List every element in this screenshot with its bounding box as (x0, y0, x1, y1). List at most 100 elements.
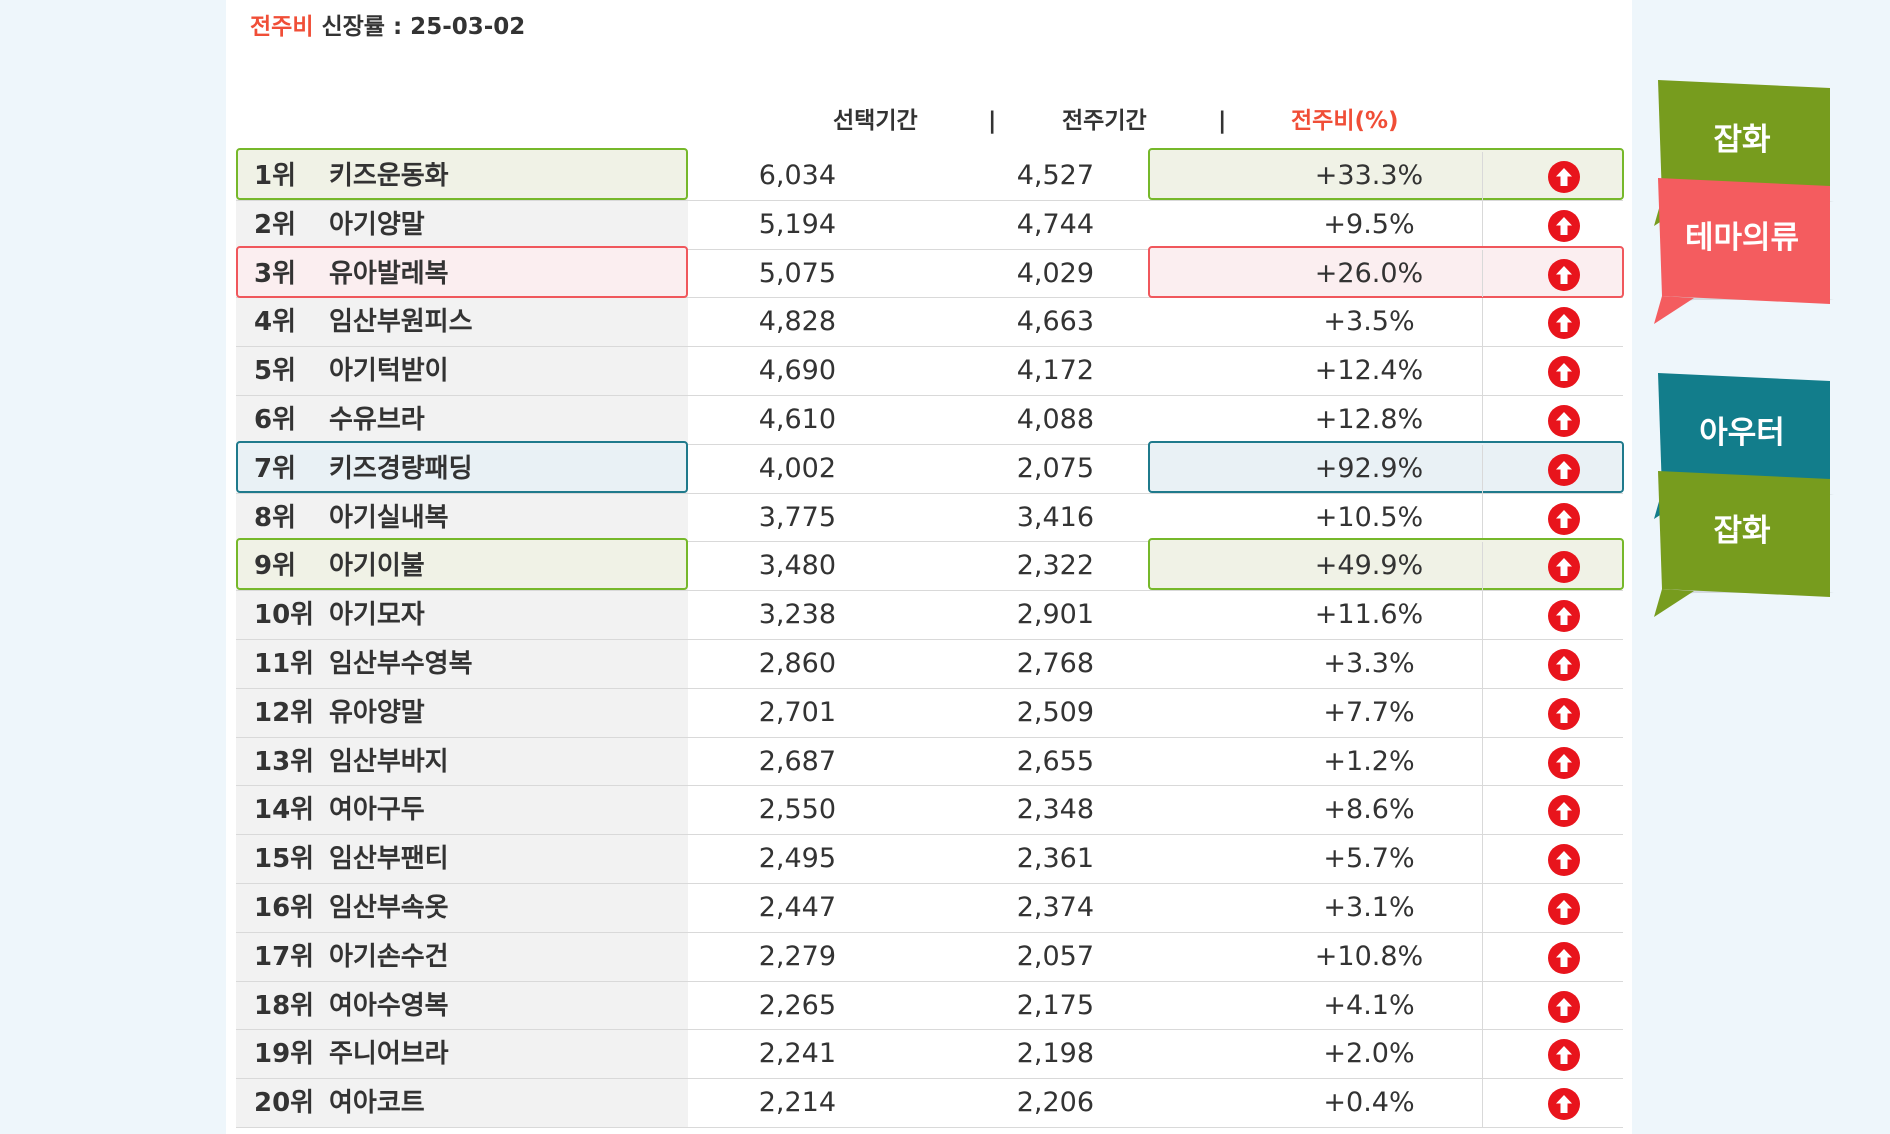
ratio-value: +3.3% (1323, 647, 1415, 679)
tag-label: 테마의류 (1684, 220, 1800, 256)
table-row: 5위 아기턱받이 4,690 4,172 +12.4% (236, 347, 1623, 396)
ratio-value: +92.9% (1314, 452, 1424, 484)
keyword-name[interactable]: 아기양말 (329, 209, 425, 240)
arrow-up-circle-icon (1548, 990, 1580, 1023)
table-row: 6위 수유브라 4,610 4,088 +12.8% (236, 395, 1623, 445)
ratio-value: +12.4% (1314, 355, 1424, 387)
table-row: 18위 여아수영복 2,265 2,175 +4.1% (236, 981, 1623, 1031)
rank-cell-bg (236, 932, 688, 981)
keyword-name[interactable]: 여아수영복 (329, 990, 449, 1021)
rank-cell-bg (236, 1079, 688, 1127)
table-row: 19위 주니어브라 2,241 2,198 +2.0% (236, 1030, 1623, 1080)
column-divider (1482, 493, 1483, 542)
previous-week-value: 4,527 (1016, 160, 1094, 191)
keyword-name[interactable]: 아기손수건 (329, 941, 449, 972)
column-divider (1482, 786, 1483, 835)
header-divider: | (988, 108, 997, 134)
ratio-value: +10.5% (1314, 501, 1424, 533)
rank-cell-bg (236, 737, 688, 786)
selected-period-value: 6,034 (758, 160, 836, 191)
speech-bubble-shape (1654, 178, 1834, 324)
rank-label: 3위 (254, 258, 297, 289)
header-selected-period: 선택기간 (833, 108, 918, 134)
table-row: 12위 유아양말 2,701 2,509 +7.7% (236, 688, 1623, 738)
keyword-name[interactable]: 키즈운동화 (329, 161, 449, 191)
column-divider (1482, 152, 1483, 200)
highlight-box-right (1148, 245, 1624, 298)
column-divider (1482, 542, 1483, 591)
column-divider (1482, 395, 1483, 444)
rank-label: 2위 (254, 209, 297, 240)
selected-period-value: 2,241 (758, 1038, 836, 1070)
arrow-up-circle-icon (1548, 551, 1580, 584)
keyword-name[interactable]: 아기턱받이 (329, 356, 449, 387)
arrow-up-circle-icon (1548, 502, 1580, 535)
ranking-table: 1위 키즈운동화 6,034 4,527 +33.3% 2위 아기양말 5,194 4,744 +… (236, 148, 1624, 1128)
title-rest: 신장률 : 25-03-02 (313, 14, 526, 40)
keyword-name[interactable]: 유아양말 (329, 697, 425, 728)
keyword-name[interactable]: 유아발레복 (329, 258, 449, 289)
rank-label: 14위 (254, 795, 315, 826)
table-row: 11위 임산부수영복 2,860 2,768 +3.3% (236, 639, 1623, 689)
ratio-value: +12.8% (1314, 403, 1424, 435)
arrow-up-circle-icon (1548, 209, 1580, 242)
table-row: 1위 키즈운동화 6,034 4,527 +33.3% (236, 148, 1624, 201)
arrow-up-circle-icon (1548, 1039, 1580, 1072)
keyword-name[interactable]: 아기이불 (329, 551, 425, 582)
previous-week-value: 4,172 (1016, 355, 1094, 387)
keyword-name[interactable]: 아기모자 (329, 600, 425, 631)
rank-cell-bg (236, 981, 688, 1030)
header-previous-week: 전주기간 (1062, 108, 1147, 134)
previous-week-value: 3,416 (1016, 501, 1094, 533)
previous-week-value: 2,198 (1016, 1038, 1094, 1070)
arrow-up-circle-icon (1548, 844, 1580, 877)
rank-cell-bg (236, 786, 688, 835)
keyword-name[interactable]: 키즈경량패딩 (329, 453, 473, 484)
rank-cell-bg (236, 395, 688, 444)
table-row: 17위 아기손수건 2,279 2,057 +10.8% (236, 932, 1623, 982)
keyword-name[interactable]: 여아코트 (329, 1088, 425, 1119)
arrow-up-circle-icon (1548, 941, 1580, 974)
arrow-up-circle-icon (1548, 356, 1580, 389)
highlight-box-right (1148, 148, 1624, 200)
keyword-name[interactable]: 주니어브라 (329, 1039, 449, 1070)
keyword-name[interactable]: 임산부원피스 (329, 307, 473, 338)
ratio-value: +1.2% (1323, 745, 1415, 777)
rank-label: 18위 (254, 990, 315, 1021)
previous-week-value: 2,057 (1016, 940, 1094, 972)
keyword-name[interactable]: 임산부바지 (329, 746, 449, 777)
keyword-name[interactable]: 임산부팬티 (329, 844, 449, 875)
keyword-name[interactable]: 임산부수영복 (329, 648, 473, 679)
ratio-value: +9.5% (1323, 208, 1415, 240)
table-row: 2위 아기양말 5,194 4,744 +9.5% (236, 200, 1623, 250)
rank-label: 4위 (254, 307, 297, 338)
title-accent: 전주비 (250, 14, 314, 40)
previous-week-value: 2,374 (1016, 891, 1094, 923)
previous-week-value: 4,088 (1016, 403, 1094, 435)
ratio-value: +3.1% (1323, 891, 1415, 923)
ratio-value: +11.6% (1314, 599, 1424, 631)
column-divider (1482, 347, 1483, 395)
rank-label: 7위 (254, 453, 297, 484)
selected-period-value: 3,480 (758, 550, 836, 582)
rank-label: 9위 (254, 551, 297, 582)
keyword-name[interactable]: 임산부속옷 (329, 892, 449, 923)
column-divider (1482, 249, 1483, 298)
previous-week-value: 2,901 (1016, 599, 1094, 631)
previous-week-value: 2,322 (1016, 550, 1094, 582)
rank-cell-bg (236, 493, 688, 542)
selected-period-value: 2,687 (758, 745, 836, 777)
rank-label: 17위 (254, 941, 315, 972)
previous-week-value: 2,175 (1016, 989, 1094, 1021)
ratio-value: +26.0% (1314, 257, 1424, 289)
column-divider (1482, 1079, 1483, 1127)
table-row: 9위 아기이불 3,480 2,322 +49.9% (236, 538, 1624, 592)
keyword-name[interactable]: 수유브라 (329, 404, 425, 435)
arrow-up-circle-icon (1548, 1088, 1580, 1121)
highlight-box-left (236, 440, 688, 493)
keyword-name[interactable]: 여아구두 (329, 795, 425, 826)
rank-cell-bg (236, 639, 688, 688)
selected-period-value: 3,238 (758, 599, 836, 631)
selected-period-value: 2,550 (758, 794, 836, 826)
keyword-name[interactable]: 아기실내복 (329, 502, 449, 533)
